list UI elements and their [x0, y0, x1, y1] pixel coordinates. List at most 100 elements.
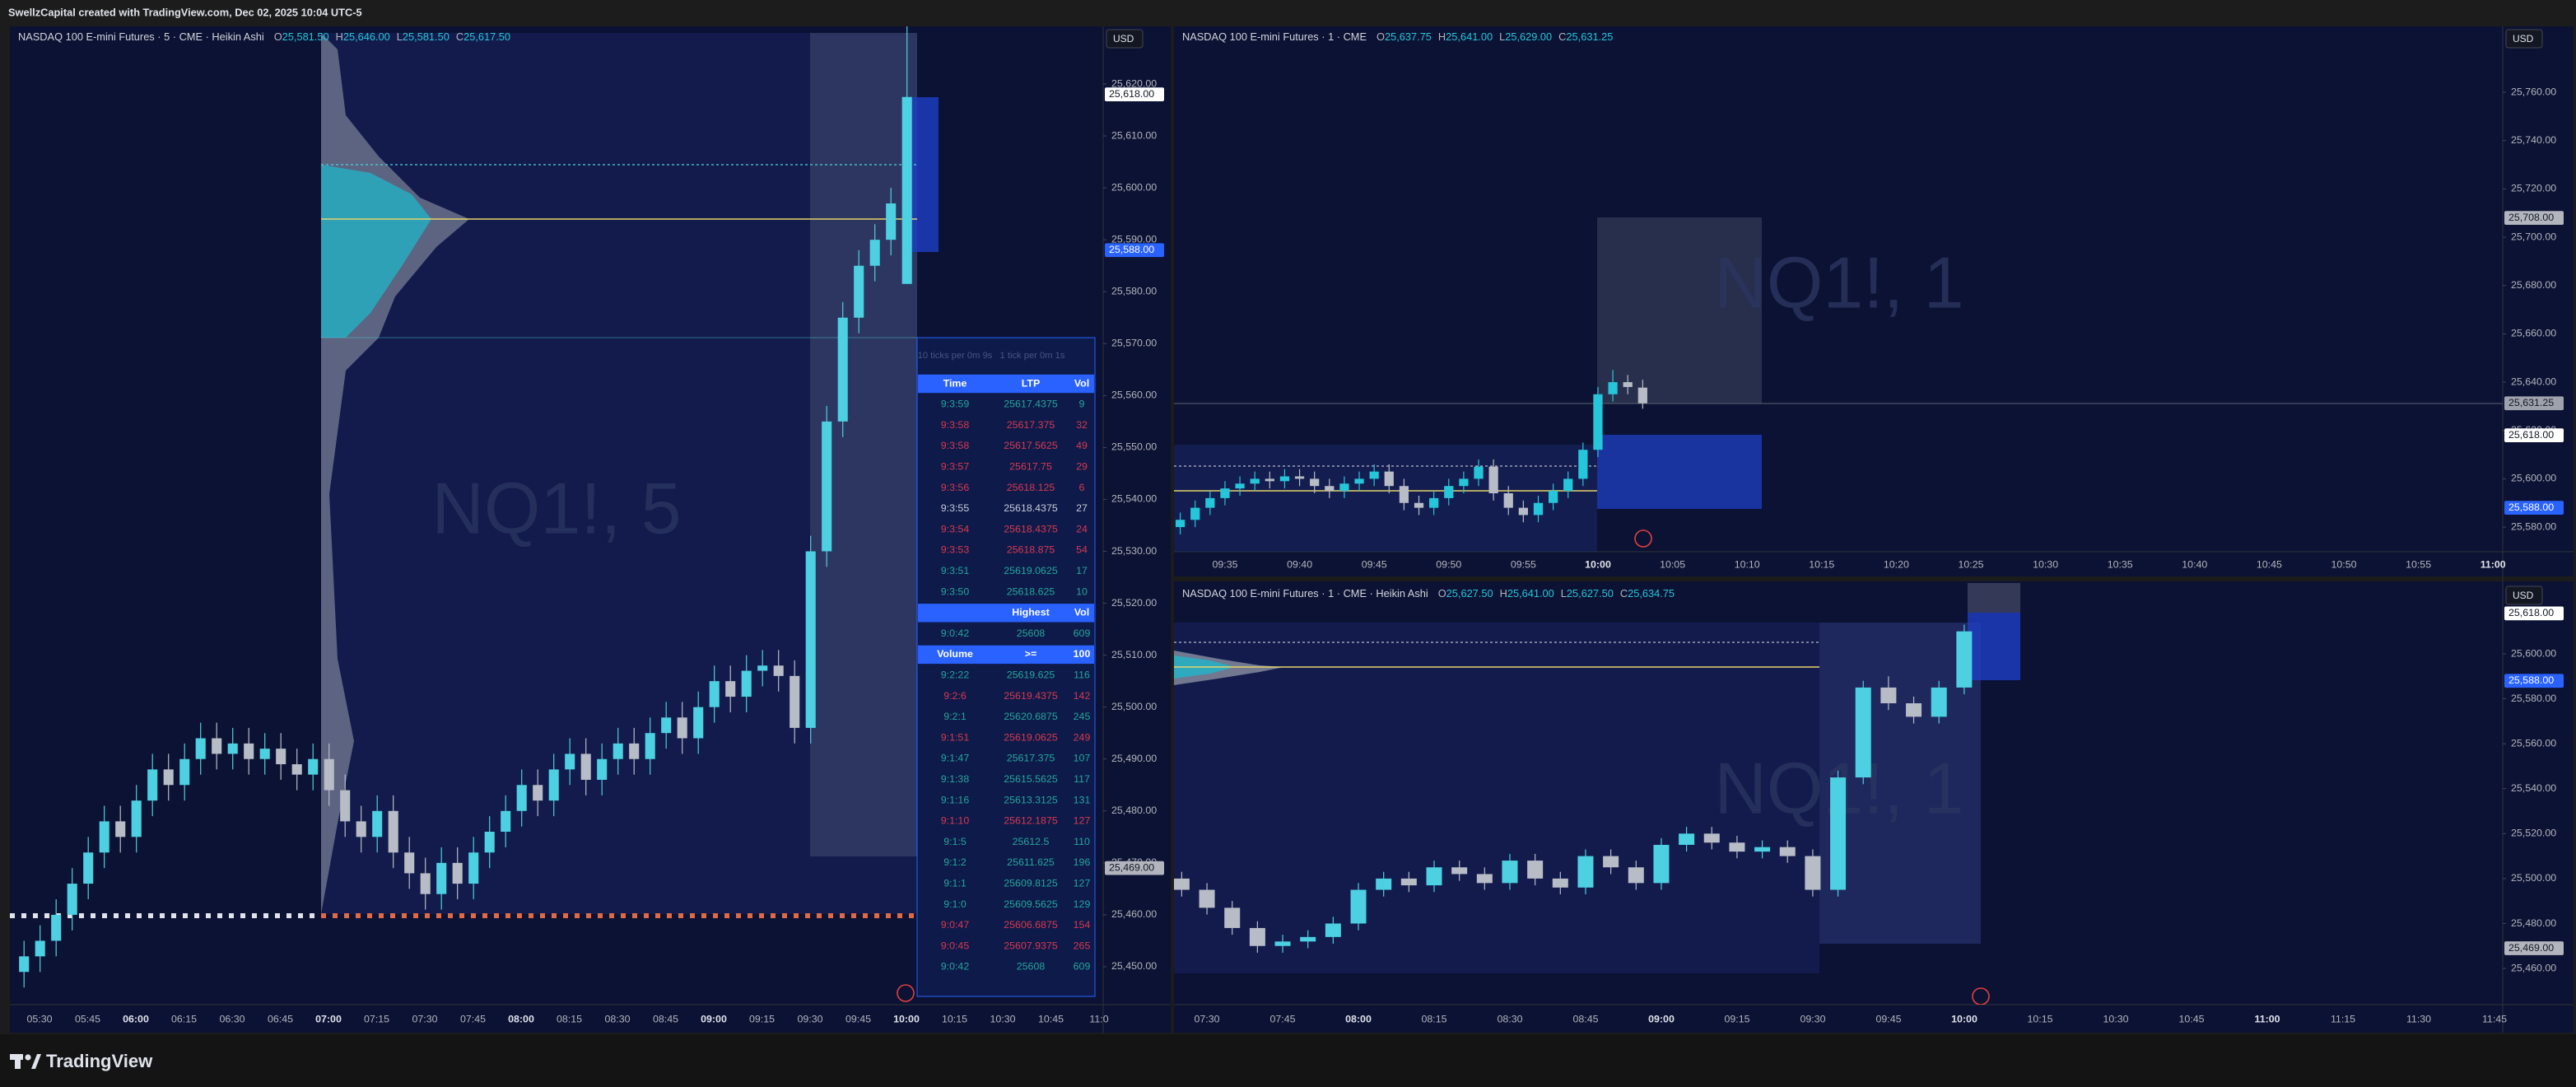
logo-shape	[25, 1054, 31, 1061]
cell-ltp: 25617.4375	[1004, 399, 1058, 410]
time-label: 07:15	[364, 1013, 389, 1024]
candle-body	[340, 790, 351, 822]
pane-bg	[1174, 581, 2574, 1033]
time-label: 10:25	[1958, 558, 1983, 570]
target-box	[1968, 613, 2020, 680]
candle-body	[1384, 471, 1394, 487]
cell-vol: 265	[1074, 940, 1091, 951]
y-tick-label: 25,640.00	[2511, 376, 2556, 387]
cell-vol: 131	[1074, 794, 1091, 805]
y-tick-label: 25,740.00	[2511, 134, 2556, 146]
candle-body	[1205, 497, 1215, 508]
time-label: 10:30	[2033, 558, 2058, 570]
candle-body	[901, 96, 912, 284]
cell-time: 9:0:42	[941, 627, 970, 639]
currency-box	[1106, 29, 1144, 49]
time-label: 10:45	[1038, 1013, 1064, 1024]
candles	[19, 26, 912, 988]
time-label: 10:10	[1735, 558, 1760, 570]
candle-body	[805, 551, 816, 728]
candle-body	[1190, 507, 1200, 520]
time-label: 09:00	[1648, 1013, 1675, 1024]
cell-ltp: 25618.875	[1007, 544, 1055, 556]
y-tick-label: 25,490.00	[1111, 753, 1157, 764]
overlays	[1174, 583, 2020, 1005]
cell-time: 9:2:22	[941, 669, 970, 680]
y-tick-label: 25,520.00	[2511, 828, 2556, 839]
time-label: 09:30	[797, 1013, 822, 1024]
rate-label: 10 ticks per 0m 9s	[918, 351, 993, 361]
cell-time: 9:3:59	[941, 399, 970, 410]
cell-time: 9:3:50	[941, 585, 970, 597]
candle-body	[501, 810, 511, 833]
candle-body	[1399, 486, 1409, 503]
candle-body	[1805, 856, 1821, 890]
candle-body	[1400, 878, 1417, 886]
cell-vol: 107	[1074, 753, 1091, 764]
candle-body	[661, 717, 672, 734]
price-tag-label: 25,588.00	[2508, 674, 2554, 686]
candle-body	[484, 832, 495, 853]
y-tick-label: 25,600.00	[2511, 473, 2556, 484]
candle-body	[677, 717, 687, 739]
legend: NASDAQ 100 E-mini Futures · 5 · CME · He…	[18, 30, 510, 43]
time-label: 09:35	[1212, 558, 1237, 570]
cell-vol: 9	[1079, 399, 1085, 410]
cell-vol: 29	[1076, 460, 1088, 472]
candle-body	[725, 681, 736, 697]
overlays	[10, 33, 1095, 1002]
candle-body	[1174, 878, 1190, 890]
candle-body	[1779, 847, 1796, 856]
cell-ltp: 25618.4375	[1004, 523, 1058, 534]
table-header: Vol	[1074, 607, 1089, 618]
ohlc-value: 25,581.50	[282, 30, 329, 43]
candle-body	[1249, 927, 1265, 946]
candle-body	[356, 821, 366, 837]
cell-vol: 196	[1074, 856, 1091, 868]
candle-body	[372, 810, 383, 837]
time-label: 09:45	[845, 1013, 871, 1024]
candle-body	[886, 203, 897, 240]
candle-body	[790, 675, 800, 728]
ohlc-value: 25,581.50	[403, 30, 450, 43]
candle-body	[580, 753, 591, 780]
candle-body	[19, 956, 30, 973]
ohlc-value: 25,646.00	[343, 30, 390, 43]
time-sales-panel: 10 ticks per 0m 9s 1 tick per 0m 1s Time LT…	[916, 337, 1096, 997]
currency-box	[2505, 29, 2543, 49]
price-tag-label: 25,469.00	[1109, 861, 1154, 873]
pane-bg	[1174, 26, 2574, 576]
price-tag-label: 25,469.00	[2508, 942, 2554, 954]
cell-vol: 49	[1076, 440, 1088, 451]
candle-body	[1503, 493, 1513, 508]
candle-body	[291, 764, 302, 775]
cell-ltp: 25617.75	[1009, 460, 1052, 472]
cell-vol: 32	[1076, 419, 1088, 431]
footer-bg	[0, 1034, 2576, 1087]
table-header: 100	[1074, 648, 1091, 660]
candle-body	[1451, 867, 1468, 875]
price-tag	[2504, 941, 2564, 955]
cell-vol: 249	[1074, 731, 1091, 743]
price-tag-label: 25,618.00	[1109, 88, 1154, 100]
candle-body	[693, 707, 704, 739]
y-tick-label: 25,530.00	[1111, 545, 1157, 557]
price-tag	[2504, 674, 2564, 688]
price-tag	[2504, 501, 2564, 516]
y-tick-label: 25,460.00	[2511, 962, 2556, 973]
cell-time: 9:1:16	[941, 794, 970, 805]
candle-body	[1653, 844, 1670, 884]
y-tick-label: 25,620.00	[1111, 77, 1157, 89]
alert-icon	[1634, 530, 1652, 548]
candle-body	[757, 665, 768, 671]
cell-ltp: 25611.625	[1007, 856, 1055, 868]
cell-vol: 10	[1076, 585, 1088, 597]
ohlc-value: 25,627.50	[1567, 587, 1614, 599]
ohlc-key: C	[1558, 30, 1566, 43]
time-label: 10:30	[2103, 1013, 2128, 1024]
candle-body	[420, 873, 431, 894]
candle-body	[597, 758, 608, 780]
candle-body	[773, 665, 784, 676]
ohlc-value: 25,627.50	[1446, 587, 1493, 599]
price-tag	[1105, 243, 1164, 258]
